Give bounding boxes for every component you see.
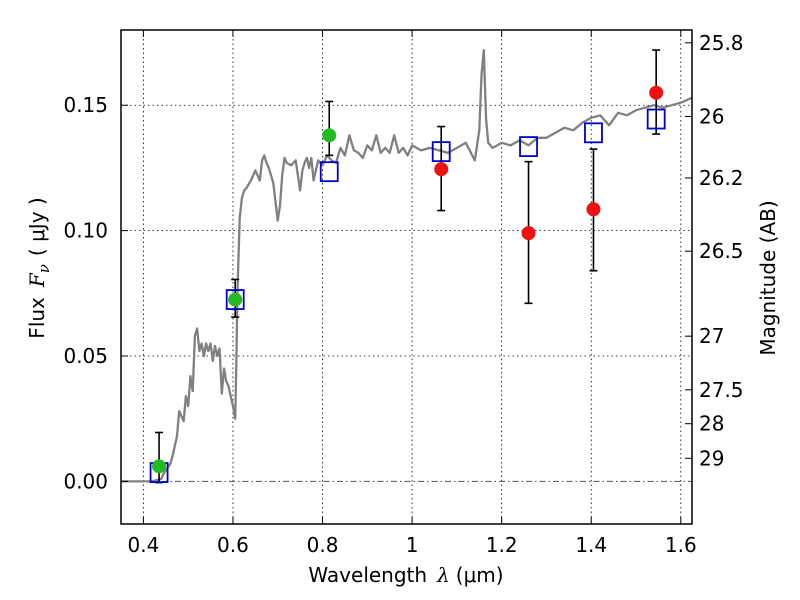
y-axis-label-symbol: F [25,272,49,288]
y-axis-label-subscript: ν [35,264,53,273]
model-photometry-square [225,289,245,310]
ticks: 0.4 0.6 0.8 1 1.2 1.4 1.6 0.00 0.05 0.10 0.15 25.8 2… [63,30,744,557]
y-axis-label-unit: ( μJy ) [25,197,49,256]
sed-model-line [121,48,693,483]
right-tick-label: 27 [699,324,724,348]
y-tick-label: 0.00 [63,469,108,493]
y-tick-label: 0.10 [63,219,108,243]
x-tick-label: 1.4 [575,533,607,557]
x-tick-label: 1.6 [665,533,697,557]
right-tick-label: 28 [699,412,724,436]
observed-point [434,162,449,177]
x-axis-label-text: Wavelength [308,563,427,587]
y-tick-label: 0.15 [63,93,108,117]
observed-point [521,226,536,241]
observed-point [586,202,601,217]
right-axis-label: Magnitude (AB) [756,200,780,355]
right-tick-label: 26.2 [699,166,744,190]
observed-point [649,85,664,100]
right-tick-label: 25.8 [699,31,744,55]
x-tick-label: 1 [406,533,419,557]
right-tick-label: 26.5 [699,239,744,263]
x-axis-label-symbol: λ [436,563,450,587]
detection-point [228,292,243,307]
y-tick-label: 0.05 [63,344,108,368]
model-photometry-square [431,141,451,163]
y-axis-label-text: Flux [25,297,49,339]
detection-point [322,128,337,143]
x-tick-label: 1.2 [486,533,518,557]
plot-frame [120,29,693,525]
y-axis-label: Flux Fν ( μJy ) [25,197,53,338]
model-photometry-square [584,122,603,144]
model-photometry-square [646,108,666,130]
x-axis-label: Wavelength λ (μm) [308,563,503,587]
plot-area [121,48,693,484]
x-tick-label: 0.6 [217,533,249,557]
right-tick-label: 26 [699,105,724,129]
detection-point [152,459,167,474]
model-photometry-square [319,161,339,183]
x-axis-label-unit: (μm) [456,563,504,587]
right-tick-label: 27.5 [699,378,744,402]
model-photometry-square [519,136,538,158]
x-tick-label: 0.8 [307,533,339,557]
right-tick-label: 29 [699,446,724,470]
x-tick-label: 0.4 [127,533,159,557]
